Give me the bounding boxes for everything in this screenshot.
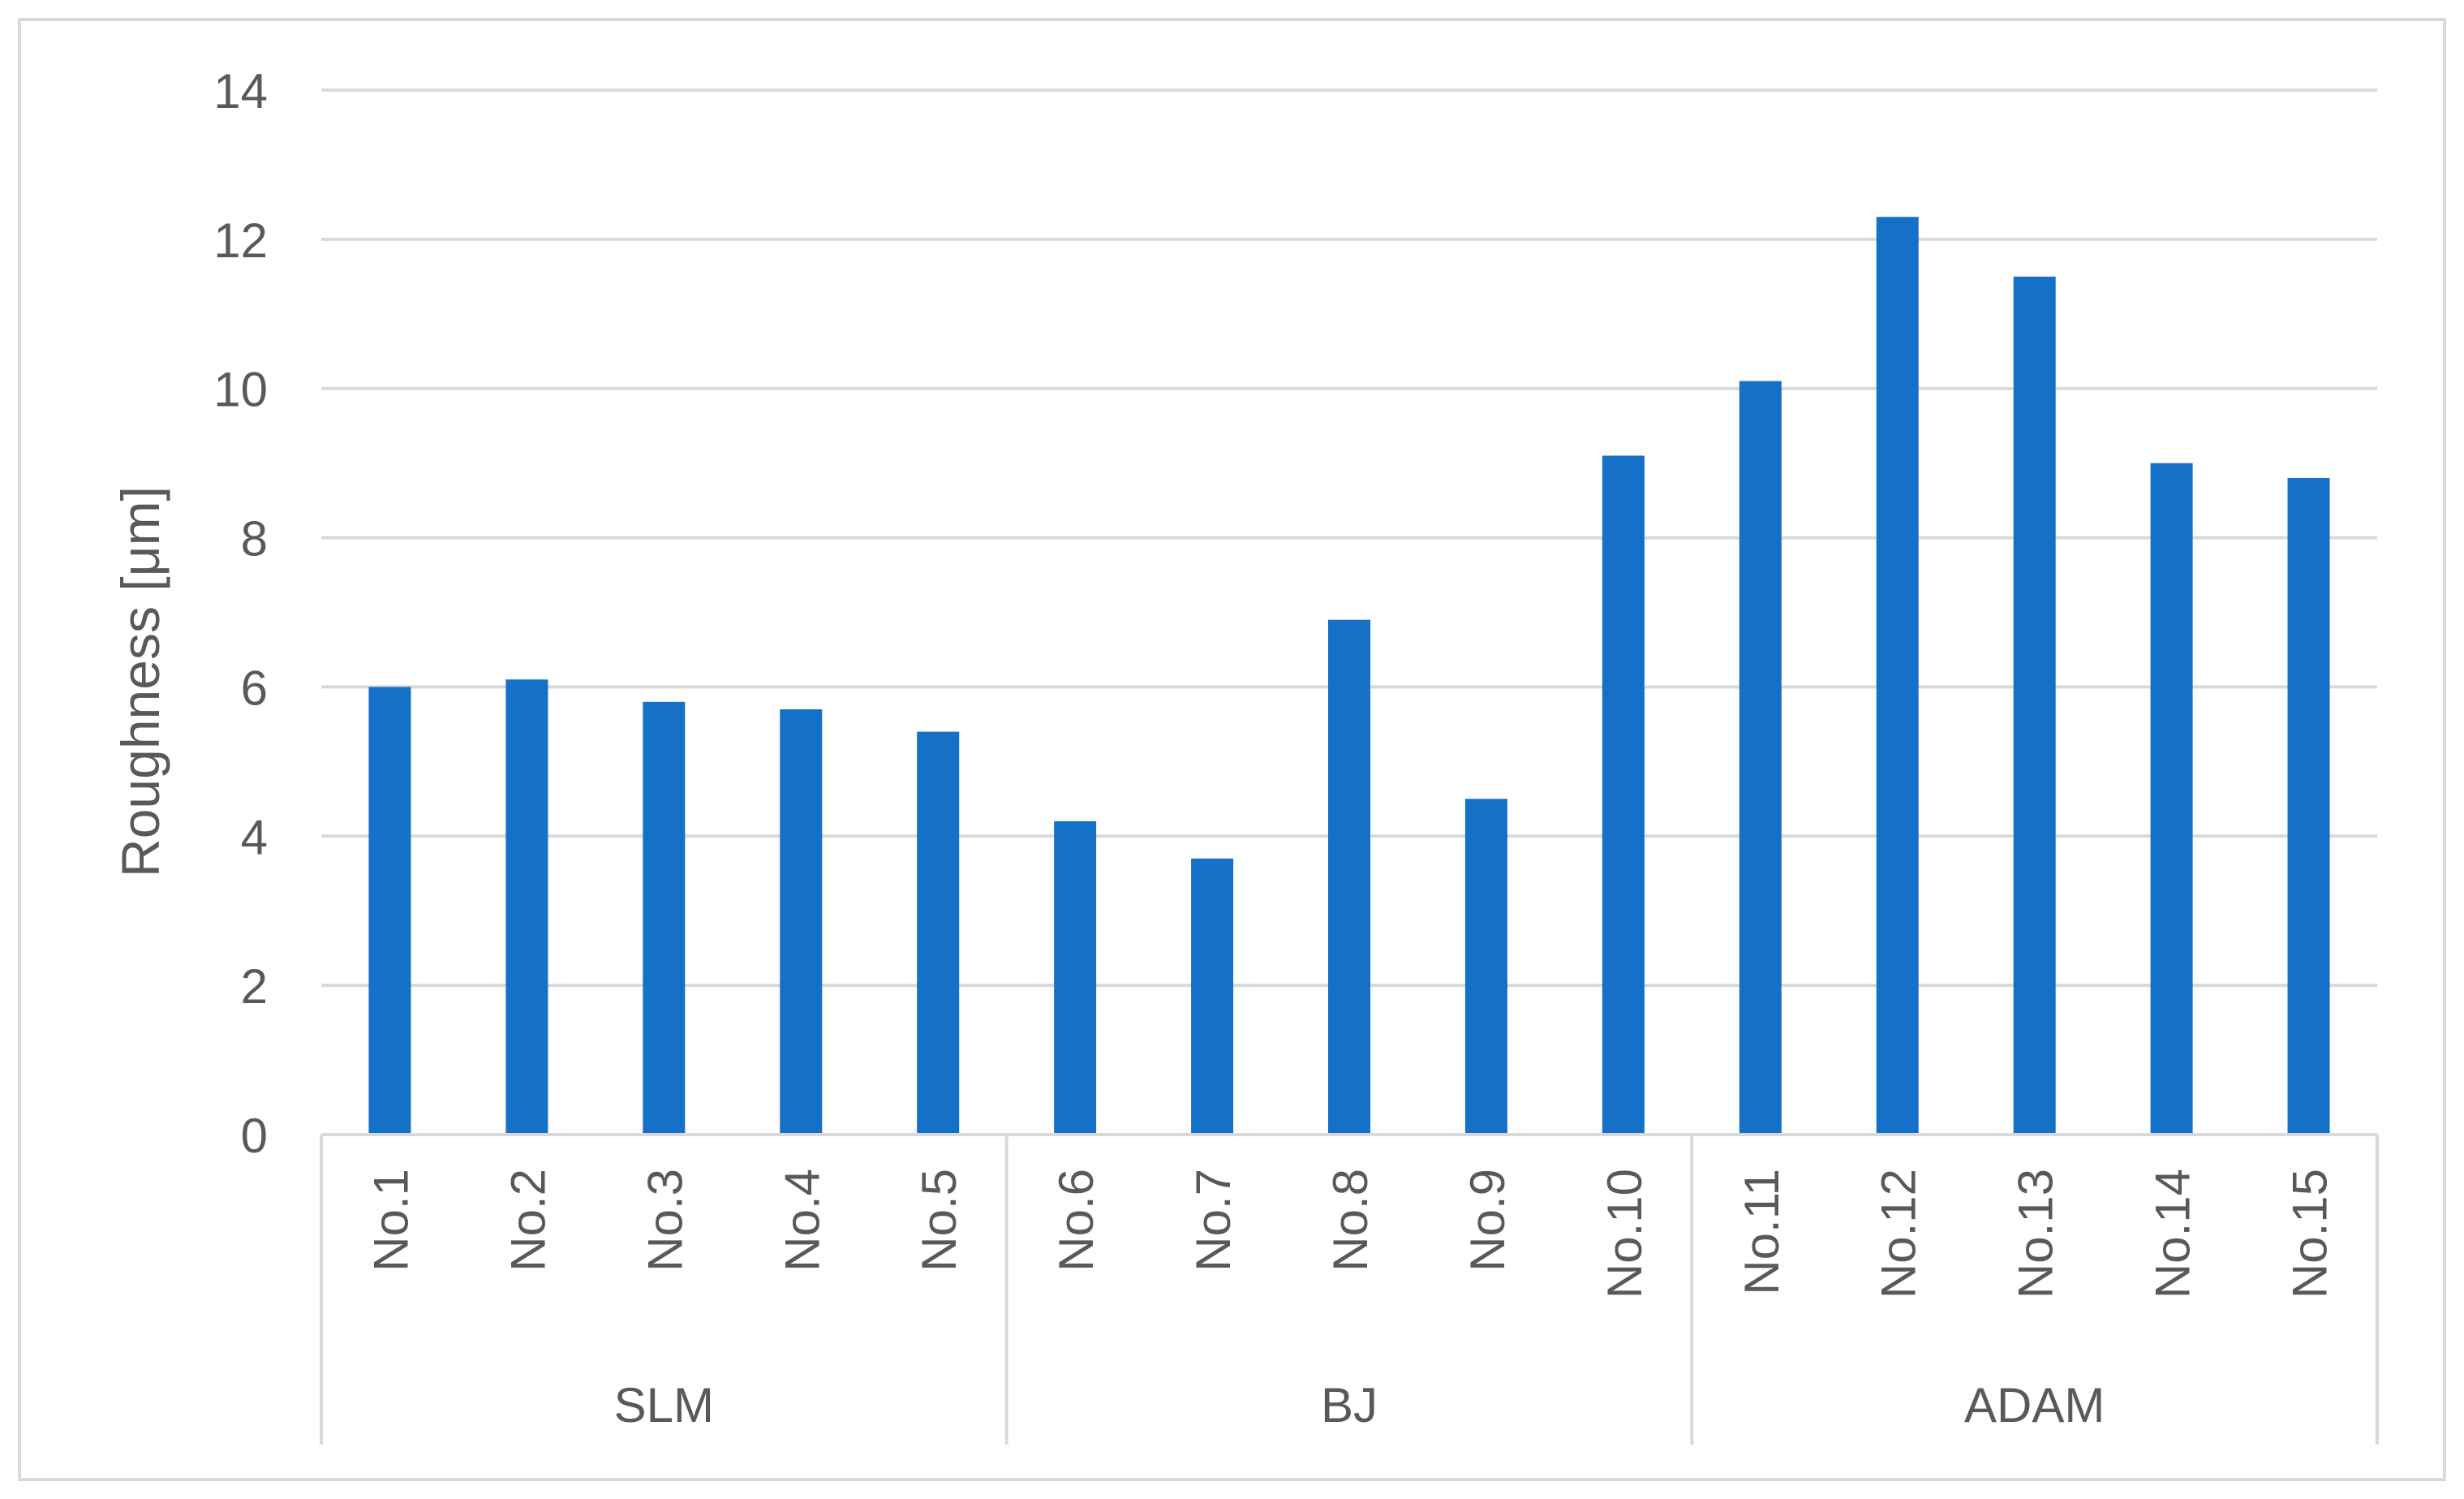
group-label: SLM [614,1378,714,1432]
x-tick-label: No.5 [912,1169,966,1272]
y-tick-label: 2 [241,959,268,1014]
y-tick-label: 6 [241,661,268,715]
x-tick-label: No.12 [1872,1169,1926,1299]
bar [780,709,823,1135]
x-tick-label: No.13 [2009,1169,2063,1299]
x-tick-label: No.14 [2146,1169,2200,1299]
x-tick-label: No.1 [363,1169,418,1272]
bar [917,731,960,1135]
x-tick-label: No.15 [2283,1169,2337,1299]
bars [368,217,2330,1135]
x-tick-label: No.9 [1460,1169,1515,1272]
x-tick-label: No.3 [638,1169,692,1272]
y-axis-label: Roughness [μm] [110,486,170,877]
bar [1191,858,1234,1135]
y-tick-label: 0 [241,1109,268,1163]
y-tick-label: 4 [241,810,268,864]
bar [1054,821,1097,1135]
bar [2287,478,2330,1135]
bar [1464,799,1507,1135]
bar [2013,276,2056,1135]
bar [1876,217,1919,1135]
bar [2150,463,2193,1135]
x-tick-label: No.4 [775,1169,829,1272]
axes: 0 2 4 6 8 10 12 14 No.1 No.2 No.3 No.4 No.5 No.6 No.7 N… [213,64,2379,1445]
x-tick-label: No.10 [1598,1169,1652,1299]
y-tick-label: 12 [213,213,268,268]
bar [368,687,411,1135]
y-tick-label: 8 [241,512,268,566]
group-label: BJ [1321,1378,1378,1432]
bar [505,679,548,1135]
y-tick-label: 10 [213,363,268,417]
y-tick-label: 14 [213,64,268,118]
bar [1328,619,1370,1135]
x-tick-label: No.6 [1049,1169,1103,1272]
x-tick-label: No.11 [1735,1169,1789,1295]
bar [1739,381,1782,1135]
bar [1602,455,1645,1135]
group-label: ADAM [1964,1378,2105,1432]
x-tick-label: No.2 [501,1169,555,1272]
x-tick-label: No.8 [1323,1169,1378,1272]
x-tick-label: No.7 [1186,1169,1241,1272]
bar [643,701,686,1135]
